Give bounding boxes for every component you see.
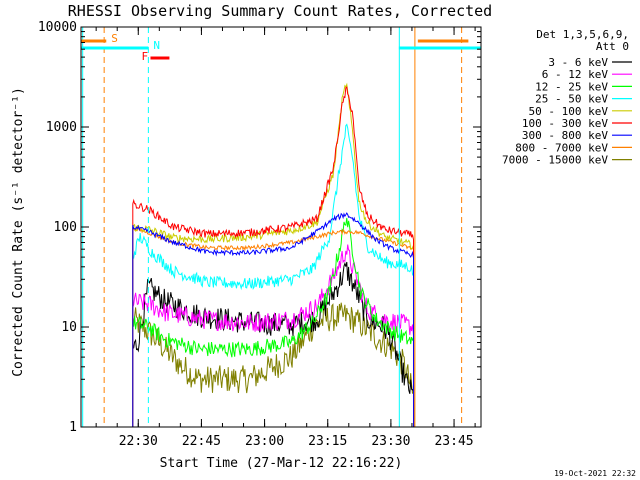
axes: 1 10 100 1000 10000 22:30 22:45 23:00 23:15 23:30… bbox=[38, 20, 481, 449]
footer-date: 19-Oct-2021 22:32 bbox=[554, 469, 636, 478]
legend-label: 100 - 300 keV bbox=[522, 117, 608, 130]
legend-label: 6 - 12 keV bbox=[542, 68, 609, 81]
y-tick-label: 1 bbox=[69, 420, 77, 435]
x-tick-label: 23:45 bbox=[434, 434, 473, 449]
series-line bbox=[132, 123, 415, 428]
legend-title: Att 0 bbox=[596, 40, 629, 53]
legend-title: Det 1,3,5,6,9, bbox=[536, 28, 629, 41]
y-tick-label: 100 bbox=[54, 220, 77, 235]
series-line bbox=[132, 244, 415, 428]
y-tick-label: 10000 bbox=[38, 20, 77, 35]
legend-label: 50 - 100 keV bbox=[529, 105, 609, 118]
y-tick-label: 1000 bbox=[46, 120, 77, 135]
x-tick-label: 23:30 bbox=[371, 434, 410, 449]
series-line bbox=[132, 212, 415, 428]
y-axis-label: Corrected Count Rate (s⁻¹ detector⁻¹) bbox=[11, 87, 26, 377]
flag-label: S bbox=[111, 32, 118, 45]
flag-label: F bbox=[141, 50, 148, 63]
legend-label: 3 - 6 keV bbox=[548, 56, 608, 69]
x-tick-label: 22:30 bbox=[119, 434, 158, 449]
legend-label: 800 - 7000 keV bbox=[515, 141, 608, 154]
x-tick-label: 22:45 bbox=[182, 434, 221, 449]
x-tick-label: 23:15 bbox=[308, 434, 347, 449]
series-layer bbox=[132, 82, 415, 428]
legend-label: 7000 - 15000 keV bbox=[502, 154, 608, 167]
y-tick-label: 10 bbox=[61, 320, 77, 335]
legend-label: 300 - 800 keV bbox=[522, 129, 608, 142]
flag-bars: S NF bbox=[81, 32, 481, 63]
legend-label: 12 - 25 keV bbox=[535, 80, 608, 93]
x-axis-label: Start Time (27-Mar-12 22:16:22) bbox=[160, 456, 403, 471]
flag-label: N bbox=[153, 39, 160, 52]
series-line bbox=[132, 86, 415, 428]
x-tick-label: 23:00 bbox=[245, 434, 284, 449]
chart-title: RHESSI Observing Summary Count Rates, Co… bbox=[68, 2, 492, 20]
legend-label: 25 - 50 keV bbox=[535, 93, 608, 106]
series-line bbox=[132, 217, 415, 428]
